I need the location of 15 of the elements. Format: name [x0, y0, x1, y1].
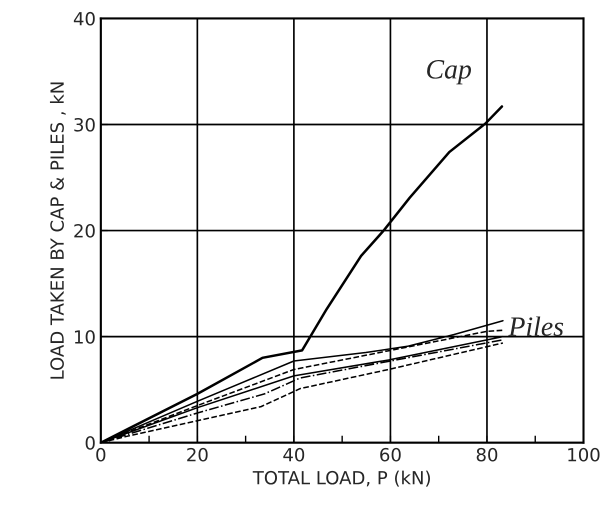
y-tick-label: 20 — [74, 224, 95, 238]
y-tick-label: 30 — [74, 118, 95, 132]
y-tick-label: 40 — [74, 12, 95, 26]
y-axis-title: LOAD TAKEN BY CAP & PILES , kN — [50, 82, 66, 379]
annotation: Piles — [508, 316, 564, 336]
x-tick-label: 60 — [380, 448, 401, 462]
x-tick-label: 100 — [568, 448, 600, 462]
x-tick-label: 80 — [476, 448, 498, 462]
annotation: Cap — [427, 60, 472, 84]
x-tick-label: 40 — [283, 448, 304, 462]
y-tick-label: 10 — [74, 330, 95, 344]
x-tick-label: 20 — [187, 448, 208, 462]
x-axis-title: TOTAL LOAD, P (kN) — [252, 470, 430, 487]
y-tick-label: 0 — [86, 436, 95, 450]
x-tick-label: 0 — [96, 448, 106, 462]
